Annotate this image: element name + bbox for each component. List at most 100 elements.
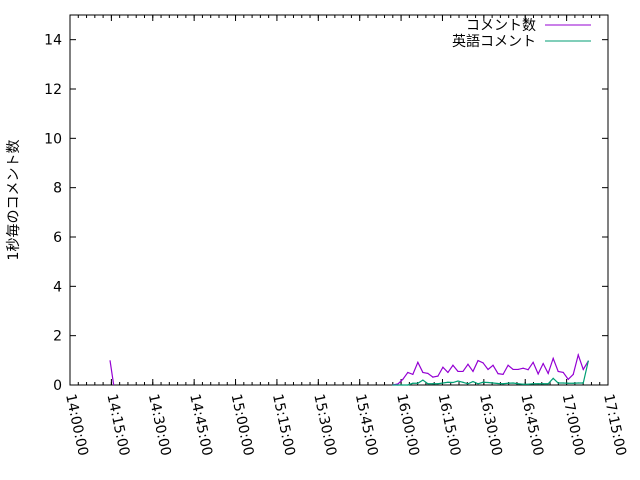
y-tick-label: 4 [53,279,62,295]
x-tick-label: 17:15:00 [600,393,629,458]
series-1-point [422,379,424,381]
series-1-point [577,382,579,384]
series-1-point [492,382,494,384]
legend: コメント数 英語コメント [452,18,591,50]
series-1-point [517,383,519,385]
series-0-point [492,364,494,366]
series-0-point [577,354,579,356]
series-1-point [572,382,574,384]
series-1-point [477,383,479,385]
series-0-point [532,361,534,363]
x-tick-label: 14:15:00 [103,393,132,458]
series-1-point [472,380,474,383]
y-tick-label: 12 [44,82,62,98]
series-0-point [482,362,484,364]
y-axis-label: 1秒毎のコメント数 [6,140,22,261]
series-0-point [487,368,489,371]
series-0-point [417,361,419,363]
series-0-point [557,370,559,373]
series-0-point [572,373,574,375]
series-1-point [487,381,489,384]
series-1-point [467,383,469,385]
series-1-point [407,384,409,386]
series-0-point [427,372,429,375]
y-tick-label: 6 [53,230,62,246]
series-0-point [472,370,474,373]
series-group [109,352,589,386]
series-0-point [537,373,539,375]
x-tick-label: 16:15:00 [435,393,464,458]
series-0-point [547,372,549,375]
x-tick-label: 15:15:00 [269,393,298,458]
x-tick-label: 16:45:00 [517,393,546,458]
series-0-point [442,366,444,368]
series-0-point [567,378,569,380]
series-0-point [422,371,424,374]
series-1-point [557,382,559,384]
series-0-point [402,378,404,380]
legend-label-1: 英語コメント [452,33,536,50]
series-0-spike [109,360,115,386]
series-1-point [527,383,529,385]
series-1-point [402,384,404,386]
series-1-point [417,382,419,384]
series-1-point [537,383,539,385]
series-1-point [462,381,464,383]
series-0-point [522,367,524,369]
series-0-point [552,357,554,359]
series-0-point [497,373,499,375]
series-1-point [512,382,514,384]
series-1-point [427,383,429,385]
y-tick-label: 0 [53,378,62,394]
series-1-point [532,383,534,385]
series-0-point [512,368,514,371]
series-1-point [567,382,569,384]
series-1-point [497,382,499,385]
series-0-point [527,369,529,371]
series-0-point [412,373,414,375]
series-1-point [542,383,544,385]
series-1-point [552,377,554,379]
series-1-point [447,381,449,383]
y-tick-label: 10 [44,131,62,147]
series-0-point [517,368,519,371]
series-1-point [502,383,504,385]
series-0-point [407,371,409,374]
series-1-point [457,380,459,382]
series-1-point [582,382,584,384]
series-0-point [477,359,479,362]
series-0-point [432,376,434,378]
series-1-point [442,382,444,384]
series-0-point [437,375,439,377]
y-tick-label: 2 [53,329,62,345]
series-0-point [462,370,464,373]
series-0-point [457,370,459,373]
series-0-line [392,352,589,386]
series-0-point [447,371,449,374]
series-0-point [562,371,564,374]
x-tick-label: 15:30:00 [310,393,339,458]
series-1-point [412,382,414,384]
series-1-point [437,383,439,385]
series-0-point [507,364,509,366]
series-1-point [482,381,484,383]
series-0-point [582,368,584,371]
x-tick-label: 16:30:00 [476,393,505,458]
x-tick-label: 14:00:00 [62,393,91,458]
y-tick-label: 8 [53,181,62,197]
x-tick-label: 15:00:00 [228,393,257,458]
series-0-point [542,362,544,365]
series-0-point [397,383,399,385]
series-1-point [522,383,524,385]
plot-border [69,14,609,386]
series-1-point [397,384,399,386]
series-0-point [467,363,469,365]
x-tick-label: 16:00:00 [393,393,422,458]
series-1-point [392,384,394,386]
series-0-point [502,373,504,375]
axes: 0 2 4 6 8 10 12 14 14:00:00 14:15:00 14:30:00 14:45… [44,14,629,458]
series-0-point [452,364,454,366]
y-tick-label: 14 [44,33,62,49]
x-tick-label: 14:45:00 [186,393,215,458]
